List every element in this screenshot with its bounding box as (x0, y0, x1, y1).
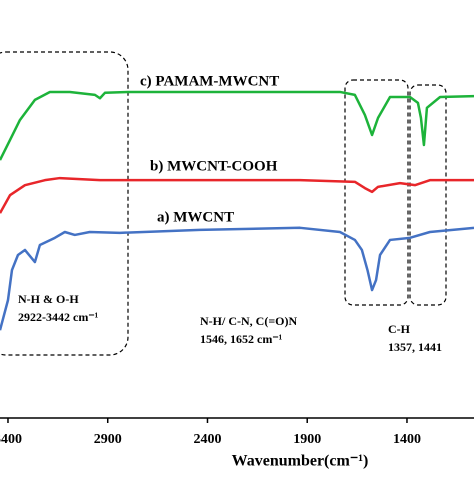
annotation: C-H (388, 322, 411, 336)
region-box (409, 84, 447, 306)
x-tick-label: 2900 (94, 432, 122, 447)
series-label: c) PAMAM-MWCNT (140, 73, 279, 89)
x-tick-label: 2400 (193, 432, 221, 447)
region-box (0, 51, 129, 356)
region-box (344, 79, 409, 306)
series-label: b) MWCNT-COOH (150, 158, 278, 174)
x-axis-label: Wavenumber(cm⁻¹) (232, 453, 369, 470)
x-tick-label: 3400 (0, 432, 22, 447)
annotation: N-H & O-H (18, 292, 79, 306)
spectrum-line (0, 176, 474, 214)
annotation: 1357, 1441 (388, 340, 442, 354)
series-label: a) MWCNT (157, 209, 234, 225)
annotation: N-H/ C-N, C(=O)N (200, 314, 297, 328)
annotation: 2922-3442 cm⁻¹ (18, 310, 99, 324)
x-tick-label: 1400 (393, 432, 421, 447)
annotation: 1546, 1652 cm⁻¹ (200, 332, 283, 346)
x-tick-label: 1900 (293, 432, 321, 447)
spectrum-line (0, 90, 474, 161)
spectrum-line (0, 226, 474, 331)
